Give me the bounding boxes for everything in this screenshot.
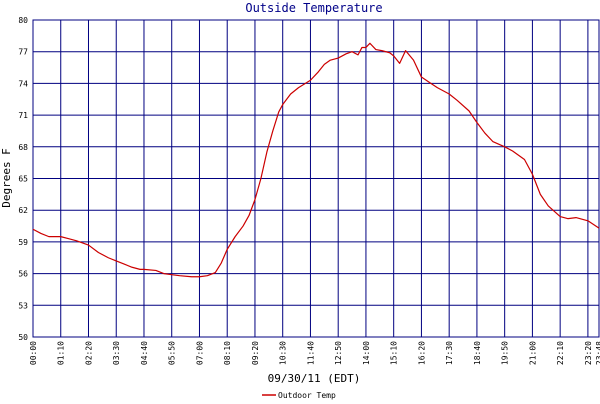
- x-tick-label: 07:00: [195, 341, 204, 365]
- x-tick-label: 17:30: [445, 341, 454, 365]
- x-tick-label: 23:48: [595, 341, 600, 365]
- x-tick-label: 05:50: [168, 341, 177, 365]
- x-axis-label: 09/30/11 (EDT): [268, 372, 361, 385]
- x-tick-label: 08:10: [223, 341, 232, 365]
- x-tick-label: 16:20: [417, 341, 426, 365]
- y-tick-label: 56: [18, 270, 28, 279]
- chart-title: Outside Temperature: [245, 1, 382, 15]
- x-tick-label: 01:10: [57, 341, 66, 365]
- x-tick-label: 23:20: [584, 341, 593, 365]
- x-tick-label: 12:50: [334, 341, 343, 365]
- y-tick-label: 50: [18, 333, 28, 342]
- series-line-outdoor-temp: [32, 42, 600, 278]
- y-tick-label: 80: [18, 16, 28, 25]
- x-tick-label: 14:00: [362, 341, 371, 365]
- y-tick-label: 65: [18, 175, 28, 184]
- y-tick-label: 62: [18, 206, 28, 215]
- x-axis-tick-labels: 00:00 01:10 02:20 03:30 04:40 05:50 07:00 08:10…: [29, 341, 600, 365]
- y-axis-tick-labels: 80 77 74 71 68 65 62 59 56 53 50: [18, 16, 28, 342]
- x-tick-label: 21:00: [528, 341, 537, 365]
- y-tick-label: 74: [18, 79, 28, 88]
- y-tick-label: 59: [18, 238, 28, 247]
- x-tick-label: 15:10: [390, 341, 399, 365]
- x-tick-label: 00:00: [29, 341, 38, 365]
- x-tick-label: 09:20: [251, 341, 260, 365]
- y-tick-label: 71: [18, 111, 28, 120]
- y-tick-label: 77: [18, 48, 28, 57]
- legend-label-outdoor-temp: Outdoor Temp: [278, 391, 336, 400]
- x-tick-label: 18:40: [473, 341, 482, 365]
- y-axis-label: Degrees F: [0, 148, 13, 208]
- x-tick-label: 04:40: [140, 341, 149, 365]
- y-tick-label: 68: [18, 143, 28, 152]
- x-tick-label: 11:40: [306, 341, 315, 365]
- x-tick-label: 19:50: [501, 341, 510, 365]
- x-tick-label: 02:20: [84, 341, 93, 365]
- grid: [32, 19, 600, 338]
- x-tick-label: 10:30: [279, 341, 288, 365]
- y-tick-label: 53: [18, 301, 28, 310]
- x-tick-label: 03:30: [112, 341, 121, 365]
- series-layer: [32, 42, 600, 278]
- x-tick-label: 22:10: [556, 341, 565, 365]
